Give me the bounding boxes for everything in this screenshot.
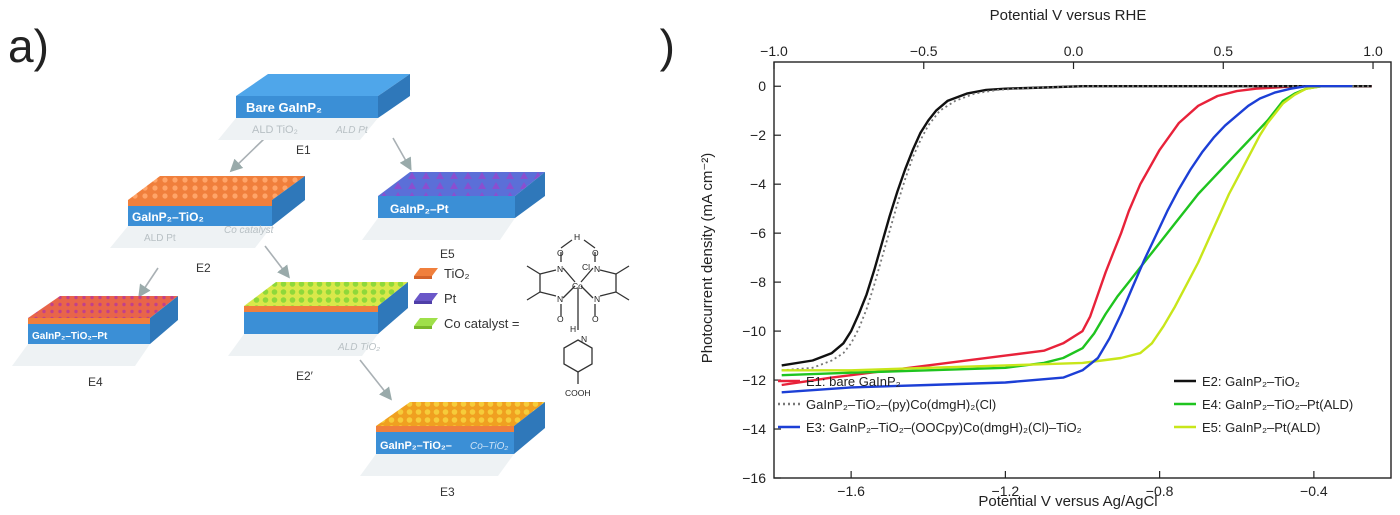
x-tick-label: −0.4 <box>1300 483 1328 499</box>
series-line-5 <box>781 85 1353 394</box>
series-line-1 <box>781 85 1372 367</box>
mol-o-bl: O <box>557 314 564 324</box>
y-tick-label: −10 <box>742 323 766 339</box>
mol-h-bot: H <box>570 324 576 334</box>
sample-e4: GaInP₂–TiO₂–Pt E4 <box>12 296 178 389</box>
sample-e2: GaInP₂–TiO₂ ALD Pt Co catalyst E2 <box>110 176 305 275</box>
x-tick-label: −0.8 <box>1146 483 1174 499</box>
y-tick-label: −2 <box>750 127 766 143</box>
mol-o-br: O <box>592 314 599 324</box>
y-tick-label: −4 <box>750 176 766 192</box>
y-tick-label: −12 <box>742 372 766 388</box>
sample-e5-id: E5 <box>440 247 455 261</box>
mol-cooh: COOH <box>565 388 591 398</box>
sample-e4-name: GaInP₂–TiO₂–Pt <box>32 331 108 342</box>
series-line-0 <box>781 85 1372 387</box>
mol-o-tl: O <box>557 248 564 258</box>
sample-e2-prime: ALD TiO₂ E2′ <box>228 282 408 383</box>
y-tick-label: −14 <box>742 421 766 437</box>
legend-pt: Pt <box>444 291 457 306</box>
sample-e3-name: GaInP₂–TiO₂– <box>380 440 452 452</box>
legend-co-catalyst: Co catalyst = <box>444 316 520 331</box>
plot-border <box>773 61 1392 479</box>
mol-h-top: H <box>574 232 580 242</box>
sample-e4-id: E4 <box>88 375 103 389</box>
axis-ticks: −1.6 −1.2 −0.8 −0.4 −1.0 −0.5 0.0 0.5 1.0 0 −2 −4 −6… <box>742 43 1383 499</box>
top-tick-label: 0.0 <box>1064 43 1084 59</box>
mol-o-tr: O <box>592 248 599 258</box>
step-co-catalyst: Co catalyst <box>224 225 275 236</box>
y-axis-label: Photocurrent density (mA cm⁻²) <box>699 153 716 363</box>
sample-e3-id: E3 <box>440 485 455 499</box>
mol-co: Co <box>572 281 583 291</box>
step-ald-tio2: ALD TiO₂ <box>252 124 298 136</box>
step-ald-tio2-lower: ALD TiO₂ <box>337 342 380 353</box>
legend-tio2: TiO₂ <box>444 266 470 281</box>
series-line-4 <box>781 85 1353 372</box>
top-tick-label: −0.5 <box>910 43 938 59</box>
panel-b-chart: b) Potential V versus RHE Potential V ve… <box>660 7 1392 510</box>
mol-n-py: N <box>581 334 587 344</box>
sample-e2-name: GaInP₂–TiO₂ <box>132 210 204 224</box>
panel-a-legend: TiO₂ Pt Co catalyst = <box>414 266 520 331</box>
panel-a-schematic: a) <box>8 20 630 499</box>
plot-frame <box>773 61 1392 479</box>
sample-e3: GaInP₂–TiO₂– Co–TiO₂ E3 <box>360 402 545 499</box>
mol-n1: N <box>557 264 563 274</box>
sample-e5: GaInP₂–Pt E5 <box>362 172 545 261</box>
mol-n2: N <box>594 264 600 274</box>
panel-a-label: a) <box>8 20 49 72</box>
co-catalyst-molecule <box>526 239 630 384</box>
y-tick-label: −8 <box>750 274 766 290</box>
top-axis-label: Potential V versus RHE <box>990 7 1147 24</box>
legend-right-label-1: E4: GaInP₂–TiO₂–Pt(ALD) <box>1202 397 1353 412</box>
top-tick-label: −1.0 <box>760 43 788 59</box>
y-tick-label: 0 <box>758 78 766 94</box>
legend-right-label-2: E5: GaInP₂–Pt(ALD) <box>1202 420 1321 435</box>
y-tick-label: −6 <box>750 225 766 241</box>
sample-e1-name: Bare GaInP₂ <box>246 100 322 115</box>
sample-e5-name: GaInP₂–Pt <box>390 202 449 216</box>
mol-cl: Cl <box>582 262 590 272</box>
legend-left-label-2: E3: GaInP₂–TiO₂–(OOCpy)Co(dmgH)₂(Cl)–TiO… <box>806 420 1082 435</box>
process-arrows <box>138 137 412 401</box>
series-line-2 <box>781 85 1372 372</box>
sample-e1: Bare GaInP₂ ALD TiO₂ ALD Pt E1 <box>218 74 410 157</box>
x-tick-label: −1.2 <box>992 483 1020 499</box>
top-tick-label: 1.0 <box>1363 43 1383 59</box>
legend-left-label-0: E1: bare GaInP₂ <box>806 374 901 389</box>
series-layer <box>781 85 1372 394</box>
step-ald-pt-top: ALD Pt <box>335 125 369 136</box>
top-tick-label: 0.5 <box>1214 43 1234 59</box>
molecule-labels: H O O Cl N N Co N N O O H N COOH <box>557 232 600 398</box>
x-axis-label: Potential V versus Ag/AgCl <box>978 493 1157 510</box>
mol-n4: N <box>594 294 600 304</box>
x-tick-label: −1.6 <box>837 483 865 499</box>
legend-left-label-1: GaInP₂–TiO₂–(py)Co(dmgH)₂(Cl) <box>806 397 996 412</box>
y-tick-label: −16 <box>742 470 766 486</box>
step-ald-pt-left: ALD Pt <box>144 233 176 244</box>
sample-e1-id: E1 <box>296 143 311 157</box>
sample-e3-extra: Co–TiO₂ <box>470 441 508 452</box>
mol-n3: N <box>557 294 563 304</box>
panel-b-label: b) <box>660 20 675 72</box>
chart-legend: E1: bare GaInP₂ GaInP₂–TiO₂–(py)Co(dmgH)₂… <box>778 374 1353 435</box>
sample-e2-id: E2 <box>196 261 211 275</box>
series-line-3 <box>781 85 1353 377</box>
sample-e2p-id: E2′ <box>296 369 314 383</box>
legend-right-label-0: E2: GaInP₂–TiO₂ <box>1202 374 1300 389</box>
